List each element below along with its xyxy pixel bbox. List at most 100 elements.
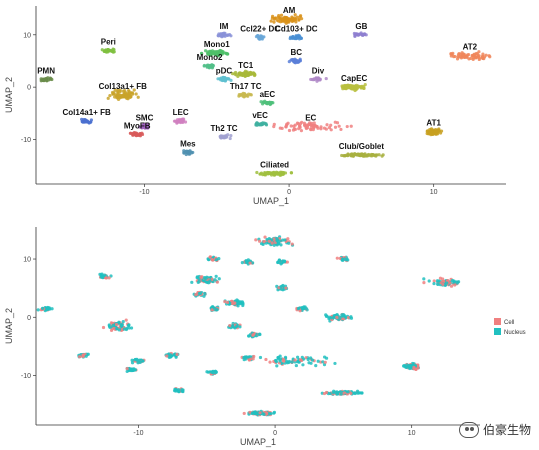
data-point bbox=[327, 315, 332, 319]
data-point bbox=[268, 360, 272, 364]
data-point bbox=[290, 360, 294, 364]
y-tick-label: -10 bbox=[21, 373, 31, 380]
data-point bbox=[309, 77, 313, 82]
data-point bbox=[297, 18, 301, 22]
cluster-label: aEC bbox=[260, 90, 276, 99]
data-point bbox=[277, 258, 281, 262]
data-point bbox=[251, 71, 255, 75]
data-point bbox=[111, 47, 115, 51]
data-point bbox=[216, 34, 221, 38]
data-point bbox=[210, 63, 214, 68]
data-point bbox=[449, 54, 453, 58]
data-point bbox=[287, 241, 291, 245]
y-tick-label: 0 bbox=[27, 315, 31, 322]
y-tick-label: 10 bbox=[23, 257, 31, 264]
data-point bbox=[129, 326, 134, 330]
data-point bbox=[45, 308, 49, 312]
data-point bbox=[287, 359, 291, 364]
data-point bbox=[299, 129, 304, 133]
cluster-points-cd103-dc bbox=[288, 33, 304, 41]
data-point bbox=[217, 257, 221, 261]
data-point bbox=[312, 121, 316, 125]
cluster-points-smc bbox=[137, 122, 150, 130]
data-point bbox=[267, 412, 272, 416]
data-point bbox=[219, 33, 223, 37]
cluster-points-vec bbox=[254, 121, 269, 127]
data-point bbox=[450, 278, 455, 283]
data-point bbox=[118, 89, 122, 94]
data-point bbox=[214, 308, 218, 312]
cluster-label: Mes bbox=[180, 140, 196, 149]
data-point bbox=[130, 358, 134, 362]
data-point bbox=[272, 411, 276, 415]
data-point bbox=[115, 327, 119, 331]
data-point bbox=[441, 282, 445, 286]
data-point bbox=[340, 257, 345, 261]
data-point bbox=[136, 95, 140, 99]
data-point bbox=[117, 328, 121, 332]
data-point bbox=[309, 127, 313, 131]
x-tick-label: 0 bbox=[287, 189, 291, 196]
data-point bbox=[315, 124, 319, 129]
data-point bbox=[283, 171, 288, 175]
cluster-points-bc bbox=[287, 57, 302, 65]
data-point bbox=[238, 325, 242, 329]
data-point bbox=[283, 238, 287, 242]
cluster-points-myofb bbox=[125, 366, 138, 374]
data-point bbox=[199, 51, 204, 55]
data-point bbox=[207, 257, 211, 262]
data-point bbox=[125, 367, 129, 371]
data-point bbox=[259, 171, 264, 175]
data-point bbox=[342, 154, 346, 158]
data-point bbox=[258, 411, 262, 415]
x-tick-label: 0 bbox=[273, 430, 277, 437]
data-point bbox=[202, 294, 206, 298]
data-point bbox=[314, 364, 318, 368]
data-point bbox=[130, 361, 135, 365]
data-point bbox=[353, 86, 357, 90]
data-point bbox=[360, 391, 364, 395]
data-point bbox=[181, 119, 185, 123]
data-point bbox=[207, 65, 212, 69]
cluster-points-pmn bbox=[36, 305, 54, 313]
cluster-points-ec bbox=[272, 120, 353, 133]
data-point bbox=[257, 36, 261, 41]
data-point bbox=[349, 152, 353, 156]
cluster-points-pdc bbox=[216, 75, 233, 83]
data-point bbox=[112, 91, 116, 95]
data-point bbox=[50, 307, 54, 311]
data-point bbox=[180, 388, 184, 392]
data-point bbox=[279, 13, 284, 17]
data-point bbox=[182, 149, 186, 153]
data-point bbox=[293, 16, 297, 20]
data-point bbox=[329, 128, 333, 132]
data-point bbox=[436, 282, 440, 286]
x-tick-label: -10 bbox=[133, 430, 143, 437]
data-point bbox=[200, 275, 204, 279]
data-point bbox=[457, 51, 461, 56]
data-point bbox=[416, 364, 420, 368]
cluster-label: AM bbox=[283, 6, 296, 15]
data-point bbox=[293, 123, 297, 127]
data-point bbox=[300, 120, 304, 124]
data-point bbox=[230, 72, 235, 76]
data-point bbox=[128, 95, 132, 99]
cluster-label: Th17 TC bbox=[230, 82, 262, 91]
cluster-points-cd103-dc bbox=[276, 258, 289, 266]
data-point bbox=[341, 317, 345, 321]
data-point bbox=[268, 100, 272, 104]
x-tick-label: 10 bbox=[430, 189, 438, 196]
cluster-label: MyoFB bbox=[124, 121, 151, 130]
cluster-label: LEC bbox=[173, 108, 189, 117]
data-point bbox=[234, 73, 238, 77]
data-point bbox=[116, 95, 120, 99]
data-point bbox=[203, 49, 208, 53]
data-point bbox=[377, 153, 381, 157]
data-point bbox=[335, 313, 339, 317]
data-point bbox=[297, 59, 301, 64]
data-point bbox=[282, 259, 287, 263]
data-point bbox=[291, 35, 295, 39]
data-point bbox=[84, 354, 88, 358]
data-point bbox=[203, 291, 207, 296]
data-point bbox=[218, 77, 222, 81]
